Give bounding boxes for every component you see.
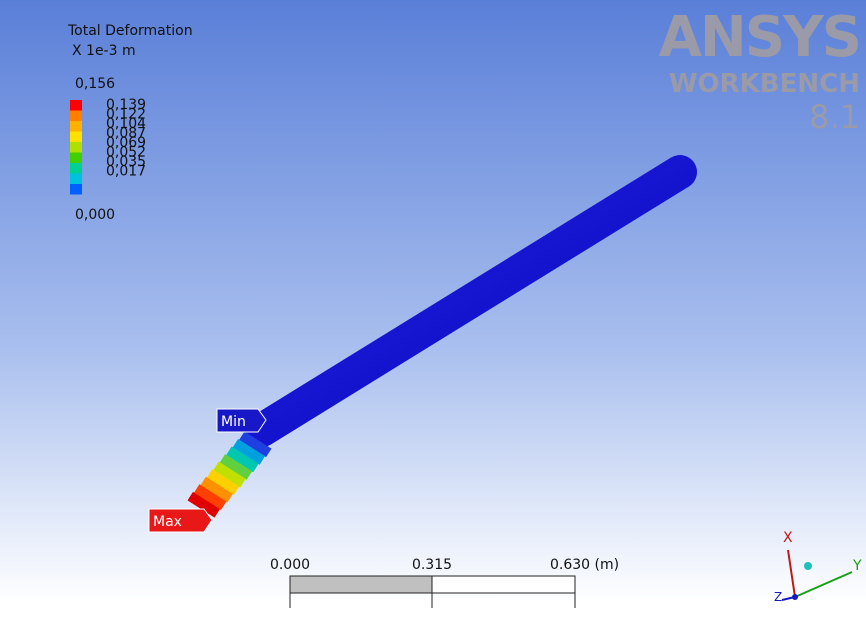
triad-y: Y	[852, 558, 862, 574]
max-probe: Max	[149, 509, 212, 532]
scale-label: 0.000	[270, 557, 310, 573]
min-probe: Min	[217, 409, 266, 432]
pipe-segment	[240, 455, 245, 464]
legend-swatch	[70, 132, 82, 143]
legend-swatch	[70, 111, 82, 122]
pipe-segment	[201, 500, 206, 509]
max-label: Max	[153, 514, 182, 530]
legend-swatch	[70, 163, 82, 174]
viewport: ANSYS WORKBENCH 8.1 Total Deformation X …	[0, 0, 866, 635]
triad-z: Z	[774, 590, 782, 604]
legend-label: 0,156	[75, 76, 115, 92]
pipe-segment	[253, 440, 258, 449]
triad-x: X	[783, 530, 793, 546]
legend-swatch	[70, 142, 82, 153]
pipe-segment	[220, 478, 225, 487]
legend-swatch	[70, 121, 82, 132]
logo-brand: ANSYS	[659, 5, 860, 70]
legend-label: 0,017	[106, 164, 146, 180]
pipe-segment	[214, 485, 219, 494]
pipe-segment	[246, 448, 251, 457]
logo-product: WORKBENCH	[669, 69, 860, 99]
pipe-segment	[207, 493, 212, 502]
scale-label: 0.630 (m)	[550, 557, 619, 573]
scale-label: 0.315	[412, 557, 452, 573]
legend-title: Total Deformation	[67, 23, 193, 39]
logo-version: 8.1	[809, 98, 860, 136]
legend-swatch	[70, 174, 82, 185]
legend-swatch	[70, 184, 82, 195]
pipe-segment	[233, 463, 238, 472]
legend-label: 0,000	[75, 207, 115, 223]
legend-swatch	[70, 153, 82, 164]
pipe-segment	[227, 470, 232, 479]
min-label: Min	[221, 414, 246, 430]
legend-swatch	[70, 100, 82, 111]
legend-unit: X 1e-3 m	[72, 43, 136, 59]
